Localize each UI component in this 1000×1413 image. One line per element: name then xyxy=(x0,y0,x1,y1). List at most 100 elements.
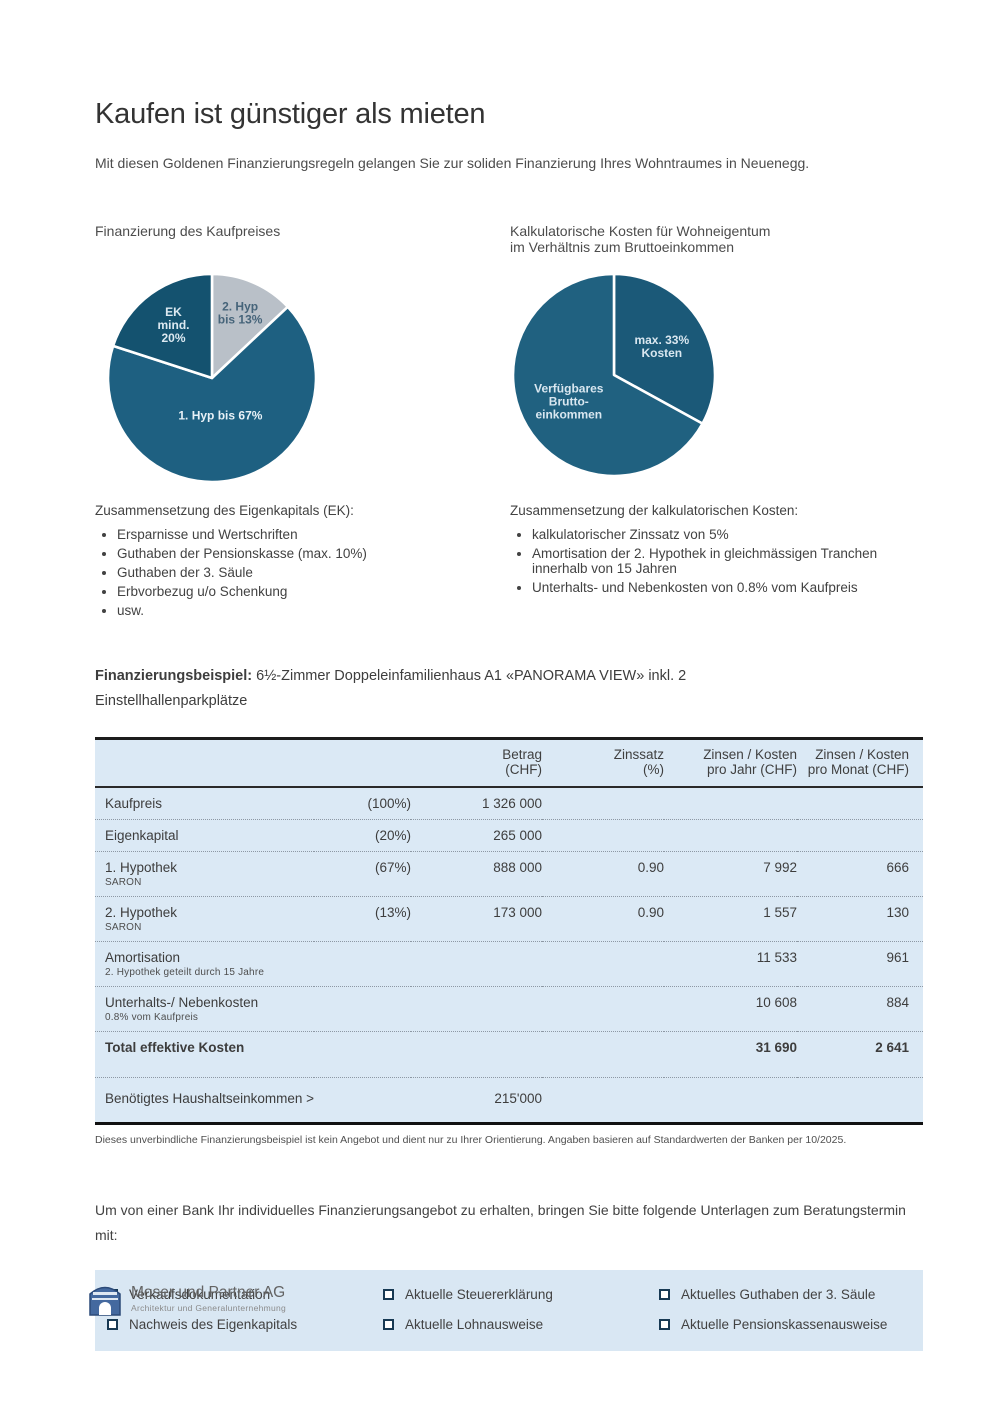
cell-monat: 130 xyxy=(797,895,923,942)
checkbox-icon[interactable] xyxy=(659,1319,670,1331)
checklist-item: Aktuelle Lohnausweise xyxy=(383,1317,659,1332)
checklist-label: Aktuelle Lohnausweise xyxy=(405,1317,544,1333)
chart-heading-costs: Kalkulatorische Kosten für Wohneigentum … xyxy=(510,223,771,255)
cell-monat xyxy=(797,787,923,820)
bullet-item: usw. xyxy=(117,603,473,618)
financing-example-line: Finanzierungsbeispiel: 6½-Zimmer Doppele… xyxy=(95,664,795,715)
table-row: Unterhalts-/ Nebenkosten 0.8% vom Kaufpre… xyxy=(95,985,923,1032)
costs-composition-list: kalkulatorischer Zinssatz von 5% Amortisa… xyxy=(510,527,888,595)
checkbox-icon[interactable] xyxy=(383,1289,394,1301)
cell-pct: (100%) xyxy=(367,795,411,811)
pie-chart-costs-svg: max. 33% Kosten Verfügbares Brutto-einkomme… xyxy=(511,272,717,478)
pie-chart-financing: 2. Hyp bis 13% 1. Hyp bis 67% EK mind. 20% xyxy=(105,271,510,487)
pie-slice-label: 2. Hyp bis 13% xyxy=(218,300,263,327)
chart-column-financing: Finanzierung des Kaufpreises 2. Hyp bis 1… xyxy=(95,223,510,622)
pie-slice xyxy=(612,272,717,425)
pie-slice xyxy=(511,272,704,478)
cell-zins xyxy=(542,985,664,1032)
cell-jahr xyxy=(664,818,797,852)
table-row: Benötigtes Haushaltseinkommen > 215'000 xyxy=(95,1076,923,1124)
bullet-item: Amortisation der 2. Hypothek in gleichmä… xyxy=(532,546,888,576)
ek-composition-list: Ersparnisse und Wertschriften Guthaben de… xyxy=(95,527,473,618)
row-label: Total effektive Kosten xyxy=(95,1030,314,1078)
cell-pct: (13%) xyxy=(314,895,411,942)
page-title: Kaufen ist günstiger als mieten xyxy=(95,98,486,130)
cell-zins xyxy=(542,787,664,820)
header-betrag: Betrag (CHF) xyxy=(411,738,542,788)
cell-zins xyxy=(542,818,664,852)
header-zinsen-monat: Zinsen / Kosten pro Monat (CHF) xyxy=(797,738,923,788)
financing-example-text: 6½-Zimmer Doppeleinfamilienhaus A1 «PANO… xyxy=(95,668,687,710)
cell-zins: 0.90 xyxy=(542,895,664,942)
row-label: Amortisation 2. Hypothek geteilt durch 15… xyxy=(95,940,314,987)
pie-chart-financing-svg: 2. Hyp bis 13% 1. Hyp bis 67% EK mind. 20% xyxy=(106,272,318,484)
header-pct xyxy=(314,738,411,788)
document-checklist-panel: Verkaufsdokumentation Aktuelle Steuererkl… xyxy=(95,1270,923,1352)
cell-monat: 961 xyxy=(797,940,923,987)
checkbox-icon[interactable] xyxy=(383,1319,394,1331)
cell-betrag: 1 326 000 xyxy=(481,795,542,811)
cell-pct xyxy=(314,985,411,1032)
table-footnote: Dieses unverbindliche Finanzierungsbeisp… xyxy=(95,1133,847,1146)
checklist-label: Aktuelle Pensionskassenausweise xyxy=(681,1317,888,1333)
bullet-item: Guthaben der Pensionskasse (max. 10%) xyxy=(117,546,473,561)
checkbox-icon[interactable] xyxy=(659,1289,670,1301)
pie-slice xyxy=(106,305,318,484)
cell-betrag: 265 000 xyxy=(411,818,542,852)
checklist-item: Nachweis des Eigenkapitals xyxy=(107,1317,383,1332)
pie-chart-costs: max. 33% Kosten Verfügbares Brutto-einkomme… xyxy=(510,271,922,487)
cell-jahr xyxy=(664,1076,797,1124)
cell-monat: 2 641 xyxy=(797,1030,923,1078)
cell-betrag xyxy=(411,1030,542,1078)
checklist-label: Aktuelle Steuererklärung xyxy=(405,1287,553,1303)
cell-pct: (67%) xyxy=(314,850,411,897)
table-row: 2. Hypothek SARON (13%) 173 000 0.90 1 557 130 xyxy=(95,895,923,942)
cell-betrag: 888 000 xyxy=(411,850,542,897)
cell-jahr: 1 557 xyxy=(664,895,797,942)
cell-betrag: 215'000 xyxy=(411,1076,542,1124)
checklist-label: Nachweis des Eigenkapitals xyxy=(129,1317,298,1333)
costs-list-heading: Zusammensetzung der kalkulatorischen Kos… xyxy=(510,503,799,518)
company-name: Moser und Partner AG xyxy=(131,1284,286,1301)
cta-paragraph: Um von einer Bank Ihr individuelles Fina… xyxy=(95,1201,906,1243)
row-sublabel: SARON xyxy=(105,876,142,888)
chart-column-costs: Kalkulatorische Kosten für Wohneigentum … xyxy=(510,223,922,622)
cell-jahr: 31 690 xyxy=(664,1030,797,1078)
bullet-item: Unterhalts- und Nebenkosten von 0.8% vom… xyxy=(532,580,888,595)
cell-monat: 666 xyxy=(797,850,923,897)
charts-section: Finanzierung des Kaufpreises 2. Hyp bis 1… xyxy=(95,223,922,622)
header-zinsen-jahr: Zinsen / Kosten pro Jahr (CHF) xyxy=(664,738,797,788)
pie-slice xyxy=(210,272,290,380)
header-zinssatz: Zinssatz (%) xyxy=(542,738,664,788)
logo-text-block: Moser und Partner AG Architektur und Gen… xyxy=(131,1281,286,1313)
table-row: Total effektive Kosten 31 690 2 641 xyxy=(95,1030,923,1078)
cell-pct xyxy=(314,1076,411,1124)
bullet-item: kalkulatorischer Zinssatz von 5% xyxy=(532,527,888,542)
row-label: Unterhalts-/ Nebenkosten 0.8% vom Kaufpre… xyxy=(95,985,314,1032)
bullet-item: Erbvorbezug u/o Schenkung xyxy=(117,584,473,599)
checklist-item: Aktuelles Guthaben der 3. Säule xyxy=(659,1287,911,1302)
checklist-item: Aktuelle Steuererklärung xyxy=(383,1287,659,1302)
document-page: Kaufen ist günstiger als mieten Mit dies… xyxy=(0,0,1000,1351)
financing-table: Betrag (CHF) Zinssatz (%) Zinsen / Koste… xyxy=(95,736,923,1125)
row-label: Benötigtes Haushaltseinkommen > xyxy=(95,1076,314,1124)
footer-logo: Moser und Partner AG Architektur und Gen… xyxy=(88,1281,286,1317)
cell-betrag: 173 000 xyxy=(411,895,542,942)
row-sublabel: SARON xyxy=(105,921,142,933)
cell-jahr xyxy=(664,787,797,820)
row-sublabel: 0.8% vom Kaufpreis xyxy=(105,1011,199,1023)
cell-jahr: 11 533 xyxy=(664,940,797,987)
house-logo-icon xyxy=(89,1286,121,1316)
cell-monat xyxy=(797,1076,923,1124)
table-row: Kaufpreis (100%) 1 326 000 xyxy=(95,787,923,820)
checklist-label: Verkaufsdokumentation xyxy=(129,1287,271,1303)
ek-list-heading: Zusammensetzung des Eigenkapitals (EK): xyxy=(95,503,354,518)
cell-monat: 884 xyxy=(797,985,923,1032)
table-header-row: Betrag (CHF) Zinssatz (%) Zinsen / Koste… xyxy=(95,738,923,788)
page-subtitle: Mit diesen Goldenen Finanzierungsregeln … xyxy=(95,155,810,171)
chart-heading-financing: Finanzierung des Kaufpreises xyxy=(95,223,281,239)
company-tagline: Architektur und Generalunternehmung xyxy=(131,1303,287,1313)
table-row: 1. Hypothek SARON (67%) 888 000 0.90 7 992 666 xyxy=(95,850,923,897)
pie-slice xyxy=(111,272,214,380)
checkbox-icon[interactable] xyxy=(107,1319,118,1331)
